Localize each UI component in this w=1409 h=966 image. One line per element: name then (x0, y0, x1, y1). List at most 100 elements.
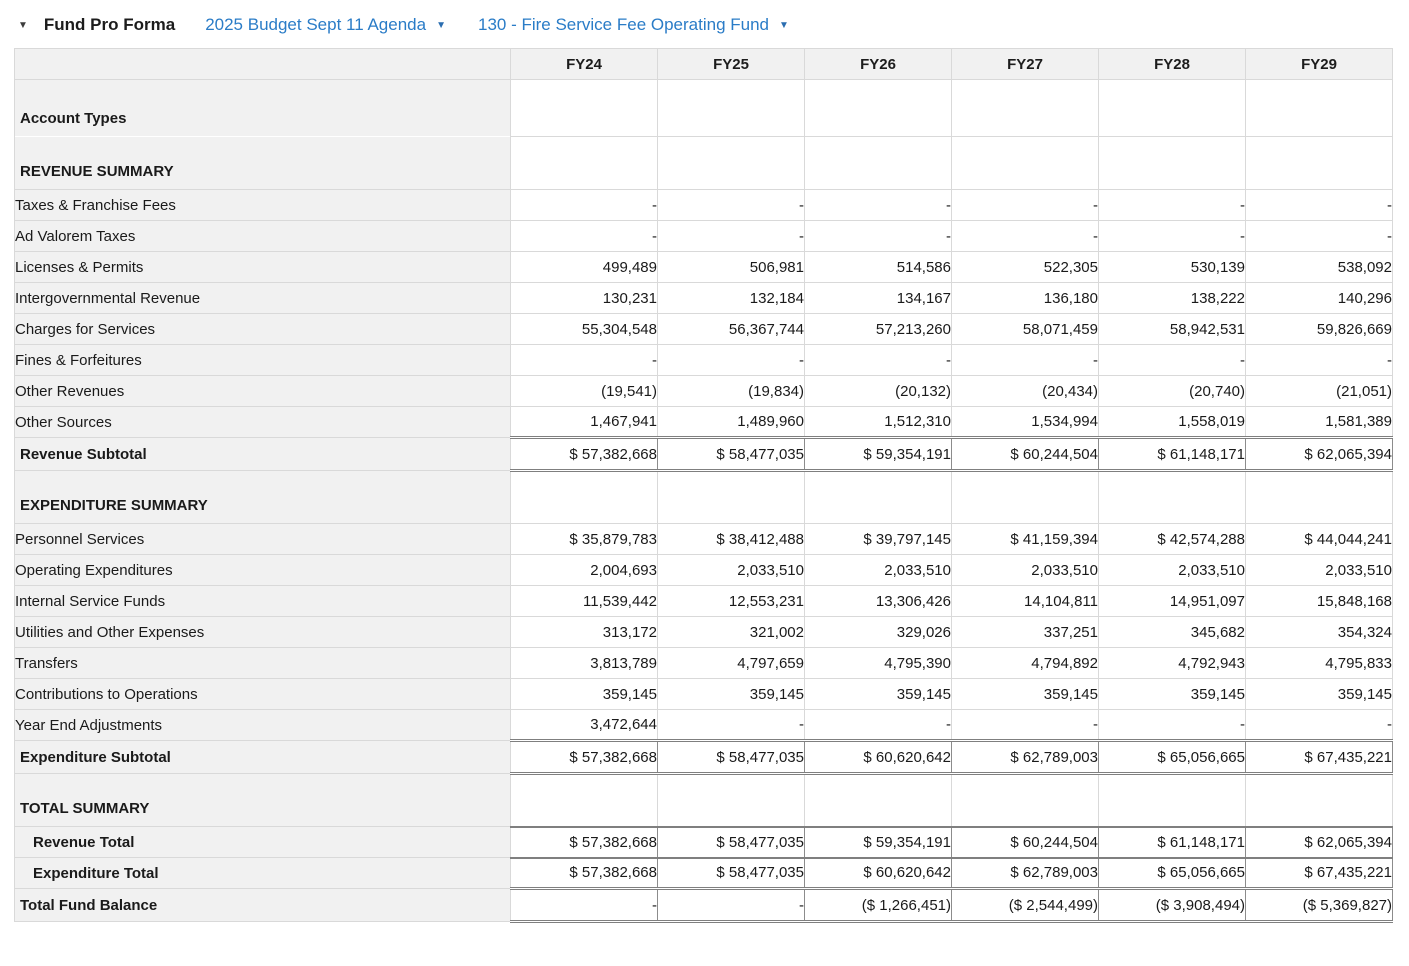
value-cell: 2,004,693 (510, 554, 658, 586)
value-cell: $ 58,477,035 (657, 436, 805, 472)
value-cell (510, 79, 658, 137)
value-cell: 134,167 (804, 282, 952, 314)
table-row: Contributions to Operations 359,145 359,14… (14, 678, 1393, 710)
value-cell: 140,296 (1245, 282, 1393, 314)
value-cell: ($ 3,908,494) (1098, 887, 1246, 923)
table-row: Fines & Forfeitures - - - - - - (14, 344, 1393, 376)
value-cell: $ 60,620,642 (804, 856, 952, 890)
value-cell: 345,682 (1098, 616, 1246, 648)
value-cell: 4,795,833 (1245, 647, 1393, 679)
budget-dropdown-label: 2025 Budget Sept 11 Agenda (205, 15, 427, 34)
table-row: Expenditure Subtotal $ 57,382,668 $ 58,477… (14, 739, 1393, 775)
value-cell: (19,541) (510, 375, 658, 407)
column-header-fy29: FY29 (1245, 48, 1393, 80)
value-cell: (20,740) (1098, 375, 1246, 407)
value-cell: $ 57,382,668 (510, 825, 658, 859)
value-cell: 12,553,231 (657, 585, 805, 617)
table-row: Other Revenues (19,541) (19,834) (20,132) (2… (14, 375, 1393, 407)
value-cell: ($ 5,369,827) (1245, 887, 1393, 923)
value-cell (657, 773, 805, 827)
value-cell (1098, 136, 1246, 190)
value-cell: 2,033,510 (657, 554, 805, 586)
table-row: Operating Expenditures 2,004,693 2,033,510… (14, 554, 1393, 586)
table-row: Revenue Subtotal $ 57,382,668 $ 58,477,035… (14, 436, 1393, 472)
value-cell: $ 58,477,035 (657, 825, 805, 859)
row-label: Transfers (14, 647, 511, 679)
value-cell: 1,512,310 (804, 406, 952, 438)
row-label: REVENUE SUMMARY (14, 136, 511, 190)
value-cell (1245, 136, 1393, 190)
value-cell: 3,472,644 (510, 709, 658, 741)
value-cell (804, 773, 952, 827)
table-row: Utilities and Other Expenses 313,172 321,0… (14, 616, 1393, 648)
budget-dropdown[interactable]: 2025 Budget Sept 11 Agenda ▼ (205, 15, 446, 35)
table-row: Licenses & Permits 499,489 506,981 514,586 5… (14, 251, 1393, 283)
value-cell: $ 61,148,171 (1098, 825, 1246, 859)
value-cell (951, 79, 1099, 137)
value-cell: (21,051) (1245, 375, 1393, 407)
value-cell: - (657, 220, 805, 252)
value-cell: 359,145 (510, 678, 658, 710)
column-header-fy24: FY24 (510, 48, 658, 80)
row-label: Expenditure Total (14, 857, 511, 889)
value-cell: 321,002 (657, 616, 805, 648)
value-cell: - (1098, 220, 1246, 252)
row-label: TOTAL SUMMARY (14, 773, 511, 827)
value-cell (657, 136, 805, 190)
value-cell: ($ 2,544,499) (951, 887, 1099, 923)
row-label: Account Types (14, 79, 511, 137)
corner-header (14, 48, 511, 80)
value-cell (951, 470, 1099, 524)
value-cell: 2,033,510 (804, 554, 952, 586)
value-cell: - (804, 344, 952, 376)
row-label: Year End Adjustments (14, 709, 511, 741)
column-header-fy27: FY27 (951, 48, 1099, 80)
row-label: Revenue Subtotal (14, 437, 511, 471)
value-cell: 2,033,510 (1098, 554, 1246, 586)
value-cell: 57,213,260 (804, 313, 952, 345)
value-cell: 59,826,669 (1245, 313, 1393, 345)
value-cell: 58,942,531 (1098, 313, 1246, 345)
value-cell: $ 62,065,394 (1245, 436, 1393, 472)
value-cell: 2,033,510 (1245, 554, 1393, 586)
value-cell: $ 59,354,191 (804, 825, 952, 859)
fund-dropdown[interactable]: 130 - Fire Service Fee Operating Fund ▼ (478, 15, 789, 35)
value-cell (1098, 470, 1246, 524)
value-cell: - (510, 344, 658, 376)
row-label: Internal Service Funds (14, 585, 511, 617)
value-cell: $ 57,382,668 (510, 436, 658, 472)
value-cell: 359,145 (657, 678, 805, 710)
value-cell: 354,324 (1245, 616, 1393, 648)
value-cell: 4,792,943 (1098, 647, 1246, 679)
value-cell (804, 79, 952, 137)
value-cell: $ 65,056,665 (1098, 739, 1246, 775)
value-cell (951, 136, 1099, 190)
value-cell: 3,813,789 (510, 647, 658, 679)
value-cell: (20,132) (804, 375, 952, 407)
value-cell: 1,489,960 (657, 406, 805, 438)
row-label: Taxes & Franchise Fees (14, 189, 511, 221)
row-label: EXPENDITURE SUMMARY (14, 470, 511, 524)
value-cell: - (1245, 344, 1393, 376)
value-cell (1098, 773, 1246, 827)
value-cell: 15,848,168 (1245, 585, 1393, 617)
value-cell (1245, 470, 1393, 524)
value-cell: 359,145 (951, 678, 1099, 710)
value-cell: - (804, 709, 952, 741)
row-label: Other Sources (14, 406, 511, 438)
value-cell: - (510, 189, 658, 221)
table-row: Internal Service Funds 11,539,442 12,553,2… (14, 585, 1393, 617)
value-cell: 1,581,389 (1245, 406, 1393, 438)
value-cell: 11,539,442 (510, 585, 658, 617)
value-cell: ($ 1,266,451) (804, 887, 952, 923)
collapse-caret-icon[interactable]: ▼ (18, 19, 28, 31)
value-cell: $ 61,148,171 (1098, 436, 1246, 472)
value-cell: $ 58,477,035 (657, 739, 805, 775)
row-label: Total Fund Balance (14, 888, 511, 922)
table-row: Taxes & Franchise Fees - - - - - - (14, 189, 1393, 221)
value-cell: - (657, 709, 805, 741)
value-cell: - (657, 344, 805, 376)
value-cell: 1,558,019 (1098, 406, 1246, 438)
value-cell (510, 773, 658, 827)
value-cell: $ 65,056,665 (1098, 856, 1246, 890)
